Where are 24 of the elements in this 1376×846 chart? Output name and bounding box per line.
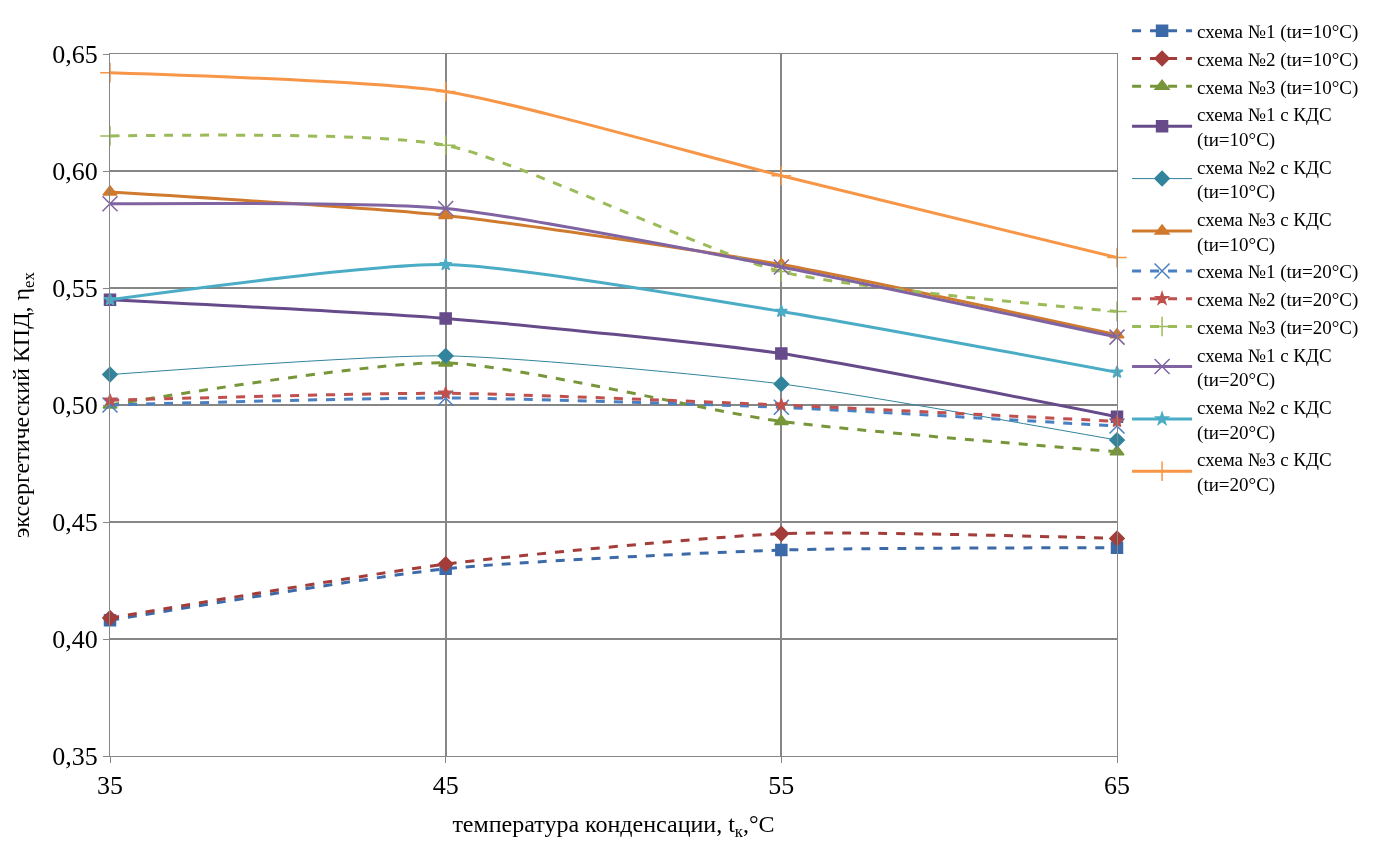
legend-label: схема №2 (tи=10°C)	[1197, 48, 1359, 71]
legend-label: схема №2 с КДС (tи=10°C)	[1197, 156, 1332, 204]
legend-label: схема №2 с КДС (tи=20°C)	[1197, 396, 1332, 444]
x-axis-title: температура конденсации, t$_{к}$,°C	[452, 810, 775, 841]
y-tick-label: 0,50	[52, 391, 98, 421]
x-tick-label: 35	[97, 771, 123, 801]
x-tick-label: 65	[1104, 771, 1130, 801]
legend-label: схема №3 (tи=10°C)	[1197, 76, 1359, 99]
legend-label: схема №1 с КДС (tи=20°C)	[1197, 344, 1332, 392]
y-tick-label: 0,60	[52, 157, 98, 187]
legend-label: схема №1 с КДС (tи=10°C)	[1197, 104, 1332, 151]
legend-label: схема №3 (tи=20°C)	[1197, 316, 1359, 339]
x-tick-label: 55	[768, 771, 795, 801]
x-tick-label: 45	[432, 771, 459, 801]
y-tick-label: 0,35	[52, 742, 98, 772]
legend-label: схема №1 (tи=20°C)	[1197, 261, 1359, 284]
legend-label: схема №2 (tи=20°C)	[1197, 289, 1359, 312]
legend-label: схема №1 (tи=10°C)	[1197, 21, 1359, 44]
y-tick-label: 0,55	[52, 274, 98, 304]
y-tick-label: 0,65	[52, 40, 98, 70]
y-tick-label: 0,40	[52, 625, 98, 655]
legend-label: схема №3 с КДС (tи=10°C)	[1197, 209, 1332, 256]
legend-label: схема №3 с КДС (tи=20°C)	[1197, 449, 1332, 497]
y-tick-label: 0,45	[52, 508, 98, 538]
